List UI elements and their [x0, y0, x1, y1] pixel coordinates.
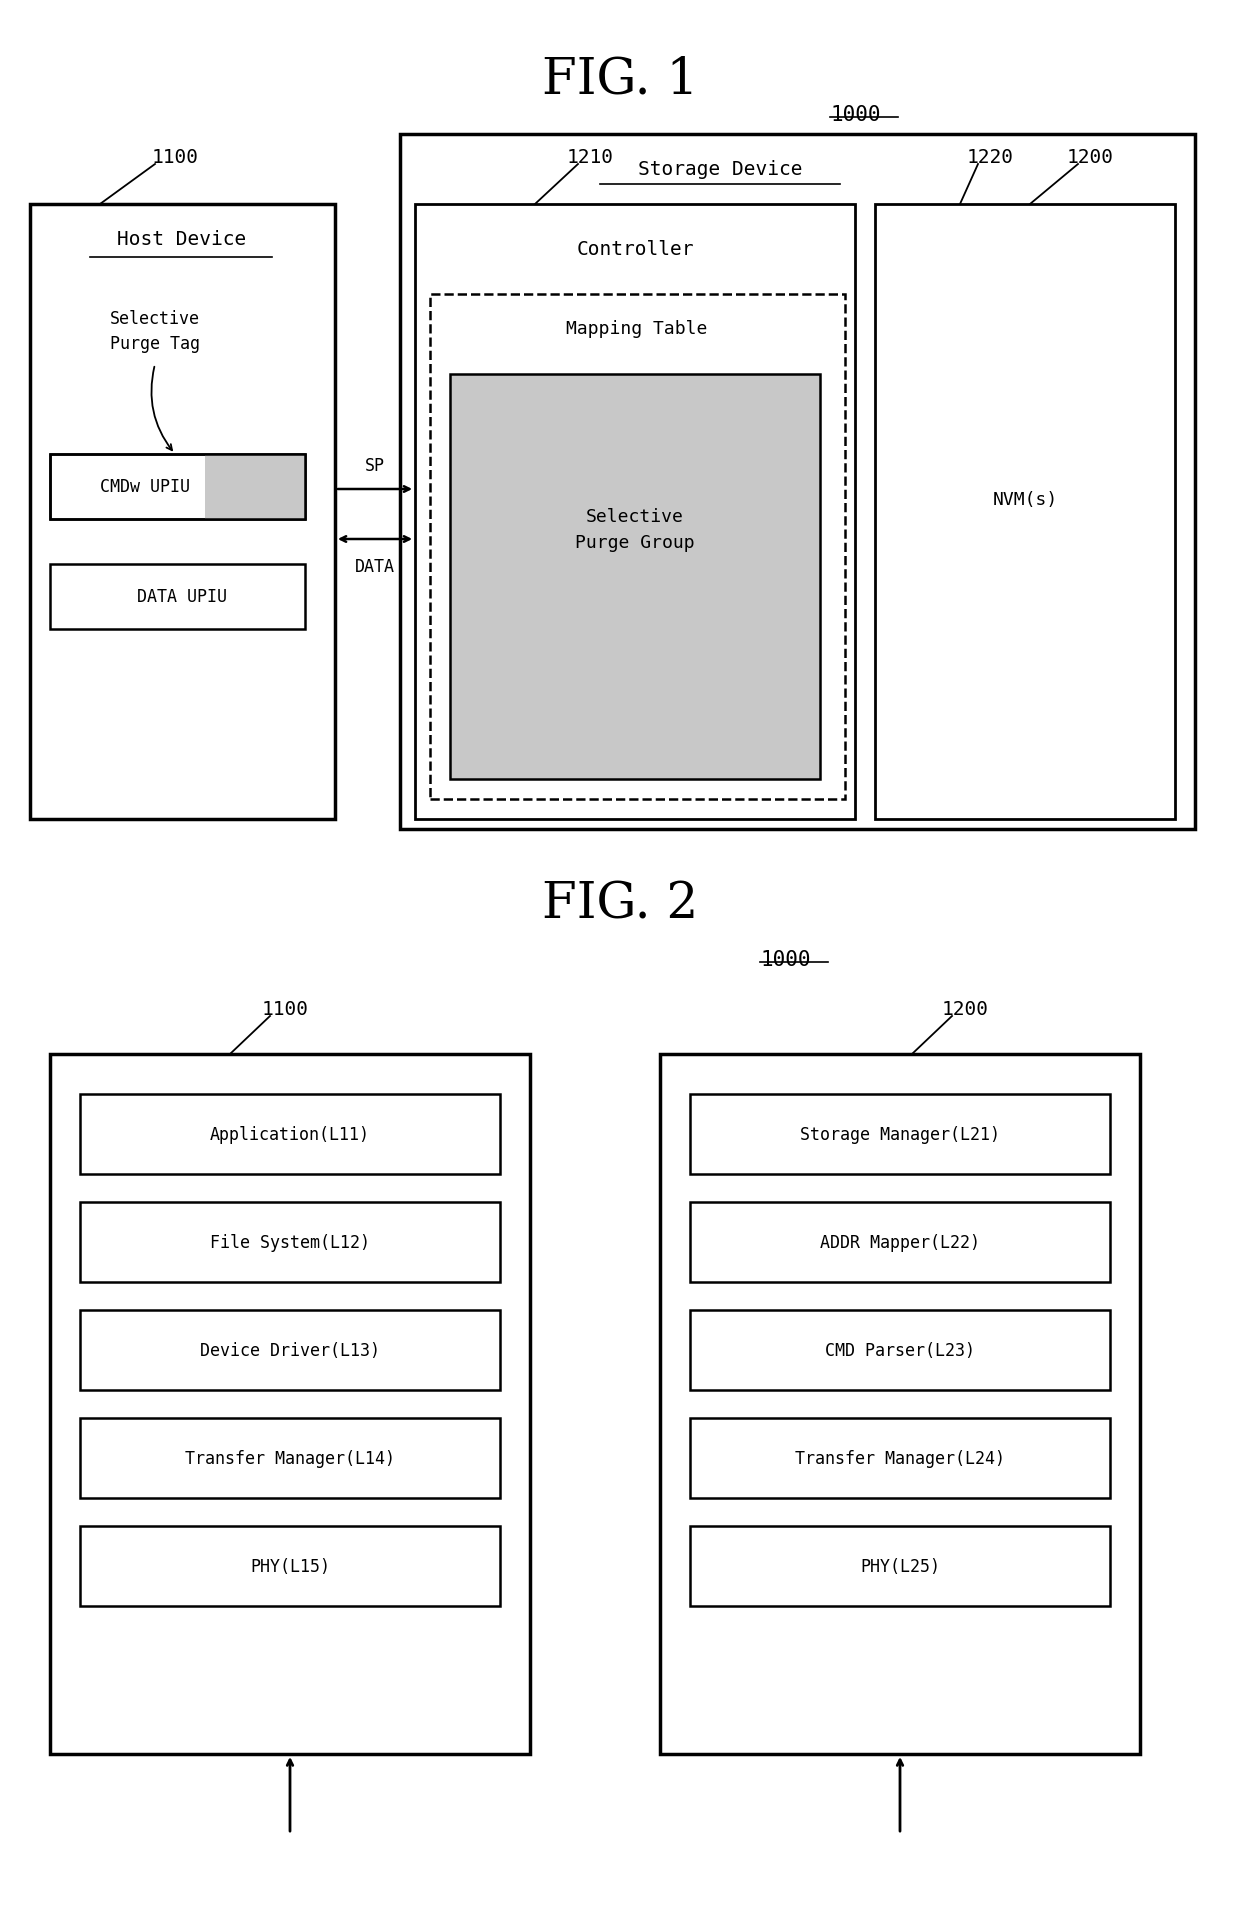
Text: DATA: DATA: [355, 558, 396, 576]
Text: 1210: 1210: [567, 149, 614, 166]
Text: Controller: Controller: [577, 240, 693, 259]
Text: SP: SP: [365, 456, 384, 475]
Text: 1220: 1220: [966, 149, 1013, 166]
Text: 1000: 1000: [830, 104, 880, 126]
Bar: [205, 454, 305, 520]
Text: Mapping Table: Mapping Table: [567, 321, 708, 338]
Text: Transfer Manager(L24): Transfer Manager(L24): [795, 1449, 1004, 1466]
Bar: [689, 1526, 1110, 1605]
Text: CMD Parser(L23): CMD Parser(L23): [825, 1341, 975, 1360]
Bar: [689, 1094, 1110, 1175]
Text: Host Device: Host Device: [118, 230, 247, 249]
Bar: [689, 1202, 1110, 1283]
Bar: [430, 296, 844, 800]
Text: 1200: 1200: [941, 999, 988, 1018]
Bar: [50, 564, 305, 630]
Bar: [401, 135, 1195, 829]
Bar: [660, 1055, 1140, 1754]
Text: Device Driver(L13): Device Driver(L13): [200, 1341, 379, 1360]
Text: Storage Device: Storage Device: [637, 160, 802, 180]
Text: FIG. 1: FIG. 1: [542, 54, 698, 104]
Bar: [81, 1094, 500, 1175]
Bar: [450, 375, 820, 781]
Text: 1100: 1100: [262, 999, 309, 1018]
Text: PHY(L15): PHY(L15): [250, 1557, 330, 1575]
Text: Application(L11): Application(L11): [210, 1126, 370, 1144]
Text: Storage Manager(L21): Storage Manager(L21): [800, 1126, 999, 1144]
Bar: [81, 1526, 500, 1605]
Text: DATA UPIU: DATA UPIU: [136, 587, 227, 607]
Bar: [81, 1310, 500, 1391]
Bar: [415, 205, 856, 819]
Text: File System(L12): File System(L12): [210, 1233, 370, 1252]
Text: 1100: 1100: [151, 149, 198, 166]
Bar: [81, 1202, 500, 1283]
Text: 1000: 1000: [760, 949, 811, 970]
Bar: [50, 1055, 529, 1754]
Text: FIG. 2: FIG. 2: [542, 879, 698, 929]
Text: 1200: 1200: [1066, 149, 1114, 166]
Text: ADDR Mapper(L22): ADDR Mapper(L22): [820, 1233, 980, 1252]
Text: Selective
Purge Tag: Selective Purge Tag: [110, 309, 200, 354]
Text: NVM(s): NVM(s): [992, 491, 1058, 508]
Bar: [81, 1418, 500, 1497]
Bar: [689, 1418, 1110, 1497]
Text: Transfer Manager(L14): Transfer Manager(L14): [185, 1449, 396, 1466]
Text: CMDw UPIU: CMDw UPIU: [100, 477, 190, 497]
Bar: [875, 205, 1176, 819]
Bar: [689, 1310, 1110, 1391]
Text: Selective
Purge Group: Selective Purge Group: [575, 508, 694, 551]
Bar: [50, 454, 305, 520]
Bar: [30, 205, 335, 819]
Text: PHY(L25): PHY(L25): [861, 1557, 940, 1575]
Bar: [50, 454, 305, 520]
